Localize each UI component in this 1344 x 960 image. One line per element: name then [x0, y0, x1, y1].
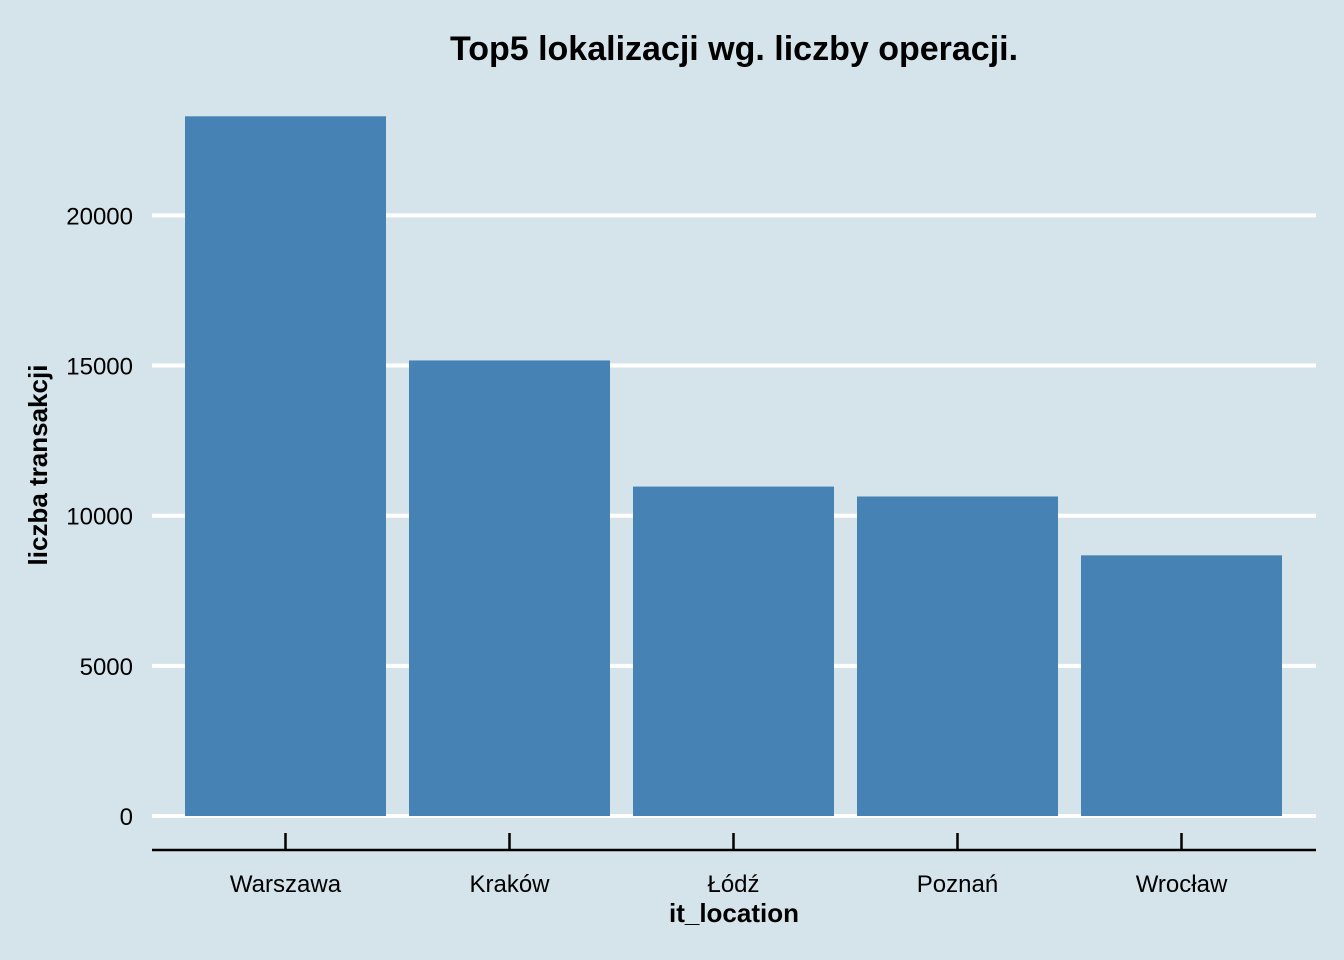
- y-tick-label: 0: [120, 804, 133, 831]
- x-tick-label: Poznań: [917, 871, 998, 898]
- bars: [185, 116, 1282, 816]
- bar: [409, 360, 610, 816]
- chart-title: Top5 lokalizacji wg. liczby operacji.: [450, 30, 1018, 68]
- x-axis: [152, 833, 1316, 852]
- y-tick-label: 15000: [66, 354, 133, 381]
- x-tick-label: Warszawa: [230, 871, 342, 898]
- bar: [185, 116, 386, 816]
- bar: [633, 486, 834, 816]
- x-axis-tick-labels: Warszawa Kraków Łódź Poznań Wrocław: [230, 871, 1228, 898]
- y-axis-tick-labels: 0 5000 10000 15000 20000: [66, 203, 133, 831]
- y-tick-label: 20000: [66, 203, 133, 230]
- x-tick-label: Łódź: [707, 871, 759, 898]
- x-tick-label: Wrocław: [1136, 871, 1228, 898]
- y-tick-label: 5000: [80, 654, 133, 681]
- x-axis-title: it_location: [669, 898, 799, 928]
- bar: [857, 496, 1058, 816]
- y-axis-title: liczba transakcji: [23, 365, 53, 566]
- y-tick-label: 10000: [66, 504, 133, 531]
- x-tick-label: Kraków: [469, 871, 550, 898]
- bar: [1081, 555, 1282, 816]
